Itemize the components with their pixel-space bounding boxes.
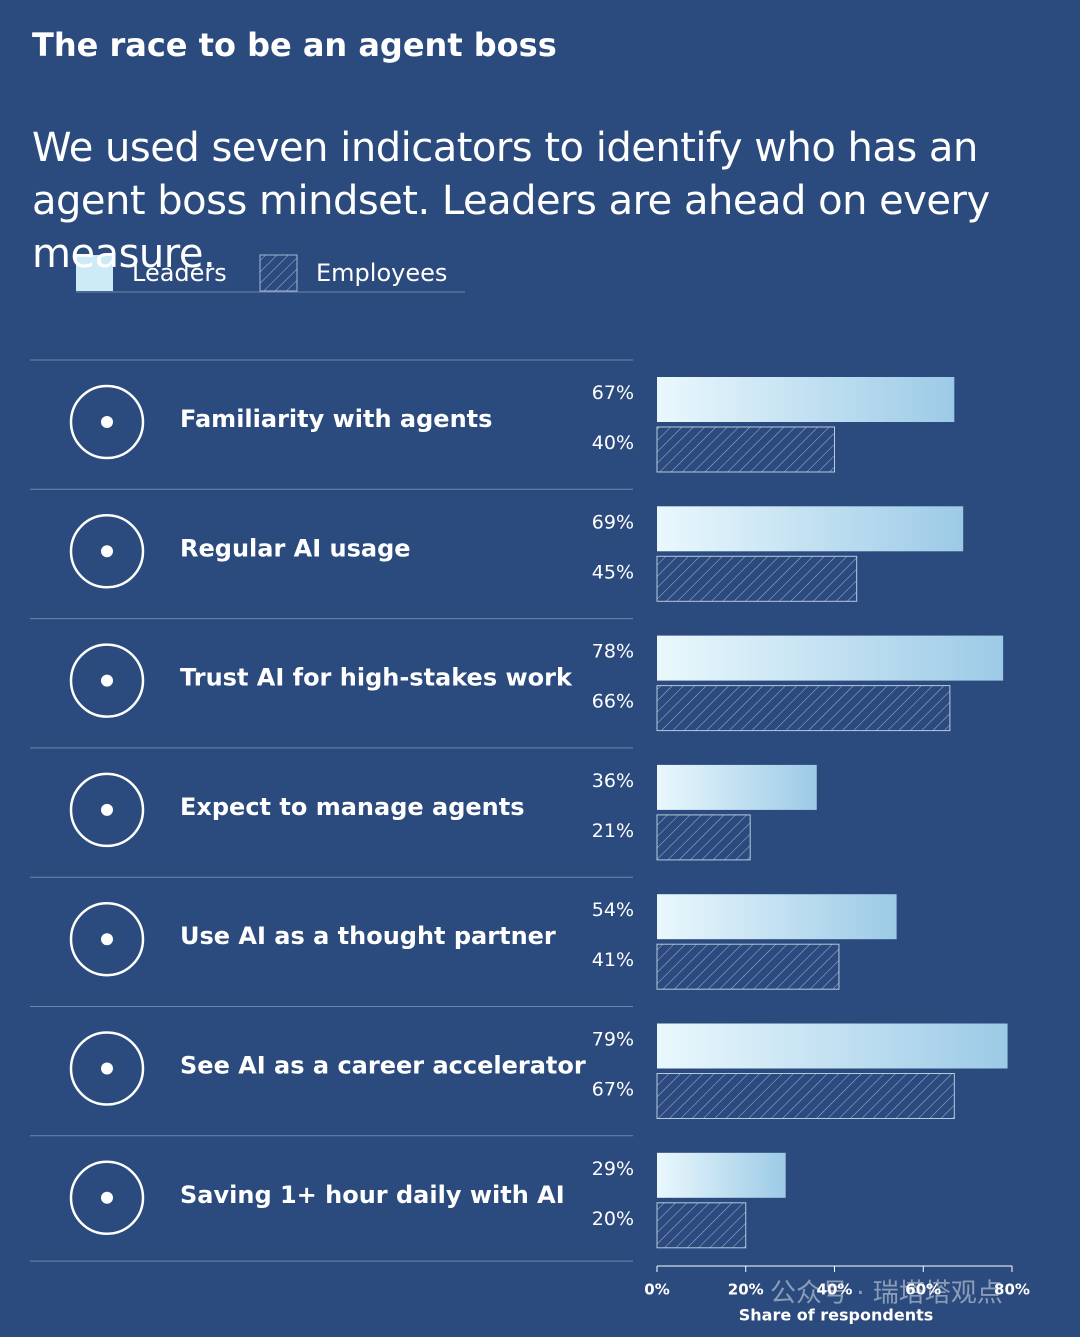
row-icon	[69, 643, 145, 718]
value-label: 45%	[592, 561, 634, 583]
title: The race to be an agent boss	[32, 26, 557, 64]
employee-bar	[656, 814, 751, 861]
value-label: 36%	[592, 770, 634, 792]
employee-bar	[656, 1202, 747, 1249]
row-icon	[69, 514, 145, 589]
row-icon-dot	[101, 674, 113, 687]
row-icon	[69, 384, 145, 460]
employee-bar	[656, 943, 840, 990]
category-label: Familiarity with agents	[180, 405, 492, 433]
value-label: 21%	[592, 820, 634, 842]
leader-bar	[657, 635, 1004, 681]
value-label: 40%	[592, 432, 634, 454]
category-label: See AI as a career accelerator	[180, 1052, 586, 1080]
value-label: 41%	[592, 949, 634, 971]
row-icon	[69, 1031, 145, 1106]
employee-bar	[656, 426, 835, 473]
watermark: 公众号 · 瑞塔塔观点	[770, 1279, 1003, 1309]
value-label: 66%	[592, 691, 634, 713]
value-label: 54%	[592, 899, 634, 921]
row-icon-dot	[101, 803, 113, 816]
value-label: 79%	[592, 1029, 634, 1051]
row-icon	[69, 901, 145, 977]
value-label: 69%	[592, 511, 634, 533]
leader-bar	[657, 506, 964, 552]
x-tick-label: 60%	[905, 1281, 941, 1299]
legend-swatch	[76, 255, 113, 291]
value-label: 20%	[592, 1208, 634, 1230]
category-label: Trust AI for high-stakes work	[180, 664, 573, 692]
category-label: Saving 1+ hour daily with AI	[180, 1181, 565, 1209]
row-icon-dot	[101, 1191, 113, 1204]
x-tick-label: 40%	[817, 1281, 853, 1299]
value-label: 67%	[592, 382, 634, 404]
leader-bar	[657, 377, 955, 422]
subtitle: We used seven indicators to identify who…	[32, 125, 990, 277]
x-axis-label: Share of respondents	[739, 1306, 934, 1325]
row-icon-dot	[101, 416, 113, 428]
x-tick-label: 0%	[644, 1281, 669, 1299]
category-label: Regular AI usage	[180, 534, 411, 562]
legend-label: Employees	[316, 259, 447, 287]
legend-label: Leaders	[132, 259, 227, 287]
row-icon-dot	[101, 545, 113, 558]
category-label: Expect to manage agents	[180, 793, 525, 821]
row-icon-dot	[101, 1062, 113, 1075]
value-label: 78%	[592, 641, 634, 663]
leader-bar	[657, 894, 897, 940]
x-tick-label: 20%	[728, 1281, 764, 1299]
leader-bar	[657, 1152, 786, 1198]
leader-bar	[657, 764, 817, 810]
employee-bar	[656, 1073, 955, 1119]
value-label: 29%	[592, 1158, 634, 1180]
row-icon	[69, 1160, 145, 1236]
leader-bar	[657, 1023, 1008, 1069]
row-icon-dot	[101, 933, 113, 946]
value-label: 67%	[592, 1079, 634, 1101]
x-tick-label: 80%	[994, 1281, 1030, 1299]
employee-bar	[656, 685, 951, 732]
category-label: Use AI as a thought partner	[180, 922, 556, 950]
legend-swatch	[259, 254, 298, 292]
employee-bar	[656, 555, 858, 602]
row-icon	[69, 772, 145, 848]
